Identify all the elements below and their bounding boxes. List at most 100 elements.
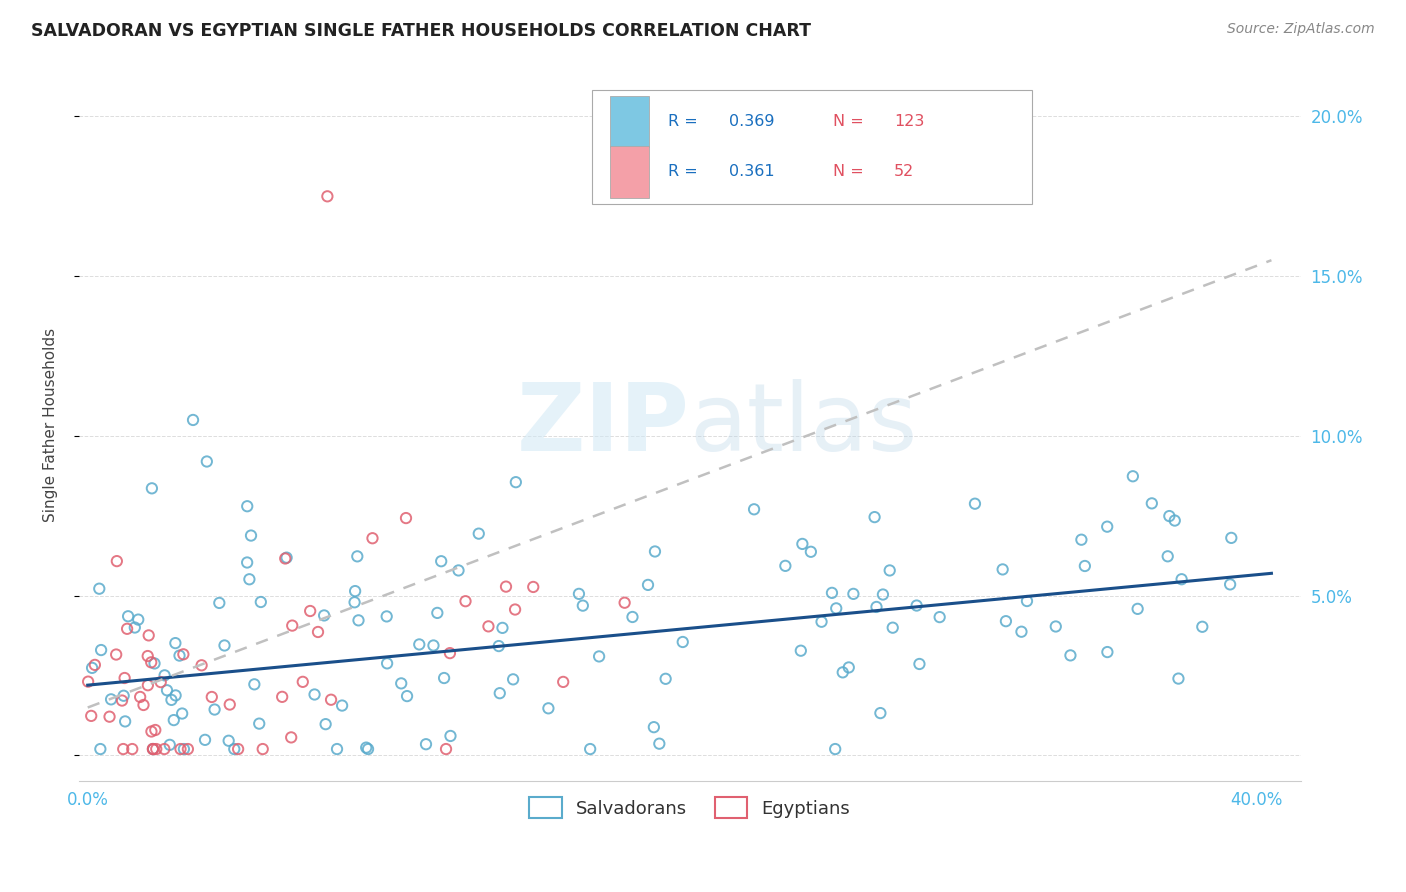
Point xyxy=(145,742,167,756)
Point xyxy=(1191,620,1213,634)
Point xyxy=(319,692,342,706)
Point xyxy=(654,672,676,686)
Point xyxy=(613,596,636,610)
Point xyxy=(224,742,246,756)
Point xyxy=(136,648,159,663)
Point xyxy=(572,599,595,613)
Point xyxy=(172,706,194,721)
Point xyxy=(291,674,314,689)
Point xyxy=(124,620,146,634)
Point xyxy=(226,742,249,756)
Point xyxy=(800,545,823,559)
Point xyxy=(315,717,337,731)
Point xyxy=(121,742,143,756)
Point xyxy=(1015,594,1038,608)
Point xyxy=(426,606,449,620)
Point xyxy=(194,732,217,747)
Point xyxy=(477,619,499,633)
Point xyxy=(742,502,765,516)
Point xyxy=(159,738,181,752)
Point xyxy=(1122,469,1144,483)
Point xyxy=(143,723,166,737)
Bar xyxy=(610,96,650,147)
Point xyxy=(77,674,100,689)
Point xyxy=(138,628,160,642)
Point xyxy=(434,742,457,756)
Point xyxy=(326,742,349,756)
Point xyxy=(1059,648,1081,663)
Text: 123: 123 xyxy=(894,114,924,129)
Point xyxy=(422,639,444,653)
Text: N =: N = xyxy=(832,114,869,129)
Text: R =: R = xyxy=(668,164,703,179)
Point xyxy=(648,737,671,751)
Text: 0.361: 0.361 xyxy=(728,164,775,179)
Point xyxy=(810,615,832,629)
Point xyxy=(115,622,138,636)
Point xyxy=(165,636,187,650)
Point xyxy=(142,742,165,756)
Point xyxy=(579,742,602,756)
Point xyxy=(644,544,666,558)
Point xyxy=(149,675,172,690)
Point xyxy=(330,698,353,713)
Point xyxy=(343,595,366,609)
Point xyxy=(488,686,510,700)
Point xyxy=(454,594,477,608)
Point xyxy=(190,658,212,673)
Point xyxy=(240,528,263,542)
Point xyxy=(218,733,240,747)
Point xyxy=(1157,549,1180,564)
Point xyxy=(98,709,121,723)
Point xyxy=(208,596,231,610)
Point xyxy=(112,742,135,756)
Point xyxy=(468,526,491,541)
Point xyxy=(105,648,128,662)
Point xyxy=(831,665,853,680)
Point xyxy=(236,556,259,570)
Point xyxy=(375,657,398,671)
Point xyxy=(280,731,302,745)
FancyBboxPatch shape xyxy=(592,90,1032,204)
Point xyxy=(160,693,183,707)
Point xyxy=(156,683,179,698)
Point xyxy=(112,689,135,703)
Point xyxy=(153,742,176,756)
Bar xyxy=(610,146,650,198)
Point xyxy=(775,558,797,573)
Point xyxy=(792,537,814,551)
Point xyxy=(882,621,904,635)
Point xyxy=(204,702,226,716)
Point xyxy=(83,657,105,672)
Point xyxy=(195,454,218,468)
Point xyxy=(502,673,524,687)
Point xyxy=(141,656,163,670)
Text: Source: ZipAtlas.com: Source: ZipAtlas.com xyxy=(1227,22,1375,37)
Point xyxy=(142,742,165,756)
Point xyxy=(299,604,322,618)
Point xyxy=(825,601,848,615)
Point xyxy=(141,724,163,739)
Point xyxy=(842,587,865,601)
Point xyxy=(274,551,297,566)
Text: 52: 52 xyxy=(894,164,914,179)
Point xyxy=(361,531,384,545)
Point xyxy=(357,742,380,756)
Point xyxy=(252,742,274,756)
Point xyxy=(141,481,163,495)
Point xyxy=(136,678,159,692)
Point xyxy=(236,500,259,514)
Point xyxy=(214,639,236,653)
Point xyxy=(243,677,266,691)
Point xyxy=(117,609,139,624)
Point xyxy=(142,742,165,756)
Point xyxy=(173,742,195,756)
Point xyxy=(991,562,1014,576)
Point xyxy=(1220,531,1243,545)
Point xyxy=(439,729,461,743)
Point xyxy=(821,586,844,600)
Point xyxy=(281,618,304,632)
Text: R =: R = xyxy=(668,114,703,129)
Point xyxy=(495,580,517,594)
Point xyxy=(865,599,887,614)
